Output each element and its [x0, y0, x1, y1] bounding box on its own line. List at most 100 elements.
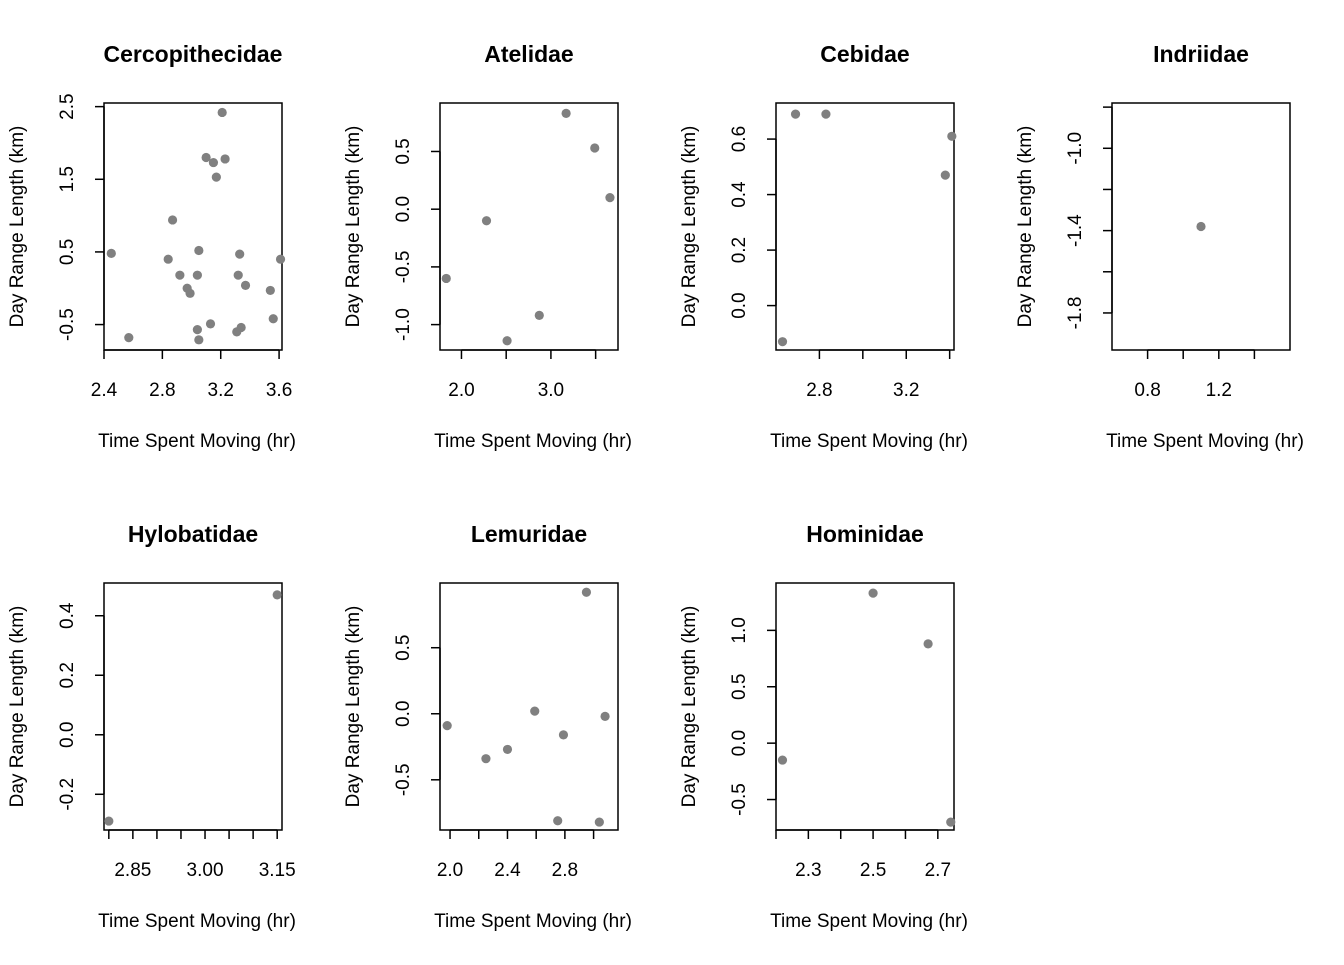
panel-1-point-8 [192, 270, 202, 280]
panel-6-plot-frame [439, 582, 619, 831]
panel-3-point-5 [947, 131, 957, 141]
panel-6-x-tick-label: 2.8 [552, 860, 578, 881]
panel-1-point-15 [211, 172, 221, 182]
panel-1-point-3 [163, 254, 173, 264]
panel-1-y-axis-label: Day Range Length (km) [7, 126, 28, 328]
panel-1-point-24 [268, 314, 278, 324]
panel-4-x-axis-label: Time Spent Moving (hr) [1106, 431, 1304, 452]
panel-1-point-9 [192, 325, 202, 335]
panel-1-y-tick-label: 1.5 [57, 166, 78, 192]
panel-7-y-axis-label: Day Range Length (km) [679, 606, 700, 808]
panel-3-point-1 [777, 337, 788, 347]
panel-4-y-axis-label: Day Range Length (km) [1015, 126, 1036, 328]
panel-3-y-tick-label: 0.6 [729, 126, 750, 152]
panel-5-point-1 [104, 816, 114, 826]
panel-2-point-5 [561, 108, 571, 118]
panel-5-y-axis-label: Day Range Length (km) [7, 606, 28, 808]
panel-7-point-2 [868, 588, 878, 598]
panel-6-y-tick-label: 0.0 [393, 701, 414, 727]
panel-3-point-3 [821, 109, 831, 119]
panel-7-plot-frame [775, 582, 955, 831]
panel-3-x-tick-label: 2.8 [806, 380, 832, 401]
panel-1-point-14 [208, 157, 219, 168]
panel-4-point-1 [1196, 221, 1206, 232]
panel-1-x-tick-label: 2.4 [91, 380, 118, 401]
panel-5-y-tick-label: -0.2 [57, 778, 78, 811]
panel-5-x-tick-label: 2.85 [114, 860, 151, 881]
panel-2-point-6 [590, 143, 600, 153]
panel-1-point-1 [106, 248, 116, 258]
panel-6-y-axis-label: Day Range Length (km) [343, 606, 364, 808]
panel-5-x-axis-label: Time Spent Moving (hr) [98, 911, 296, 932]
panel-6-point-8 [594, 817, 604, 827]
panel-3-y-tick-label: 0.0 [729, 292, 750, 318]
panel-1-point-23 [265, 285, 275, 296]
panel-6-point-2 [481, 754, 491, 764]
panel-5-y-tick-label: 0.2 [57, 662, 78, 688]
panel-6-point-4 [530, 706, 540, 716]
panel-1-y-tick-label: -0.5 [57, 308, 78, 341]
panel-7-x-tick-label: 2.7 [925, 860, 951, 881]
panel-4-x-tick-label: 0.8 [1134, 380, 1160, 401]
panel-4-x-tick-label: 1.2 [1206, 380, 1232, 401]
panel-1-point-4 [167, 215, 178, 225]
panel-6-point-1 [442, 721, 452, 731]
panel-1-point-13 [205, 319, 216, 329]
panel-1-point-2 [124, 333, 134, 343]
panel-7-y-tick-label: 0.5 [729, 674, 750, 700]
panel-1-x-tick-label: 3.2 [208, 380, 234, 401]
panel-2-y-tick-label: -1.0 [393, 308, 414, 341]
panel-6-x-tick-label: 2.4 [494, 860, 521, 881]
panel-1-y-tick-label: 0.5 [57, 239, 78, 265]
panel-6-point-6 [558, 730, 569, 740]
panel-5-y-tick-label: 0.0 [57, 722, 78, 748]
panel-2-point-2 [481, 216, 492, 226]
panel-2-point-7 [605, 193, 615, 203]
panel-1-point-21 [236, 322, 246, 333]
panel-3-point-4 [940, 170, 950, 180]
panel-2-point-3 [502, 336, 512, 346]
panel-6-y-tick-label: 0.5 [393, 635, 414, 661]
panel-5-y-tick-label: 0.4 [57, 602, 78, 629]
panel-1-x-axis-label: Time Spent Moving (hr) [98, 431, 296, 452]
panel-4: Indriidae 0.8 1.2 -1.8 -1.4 -1.0 Time Spent Mo… [1015, 41, 1304, 452]
panel-2-y-tick-label: -0.5 [393, 251, 414, 284]
panel-3-title: Cebidae [820, 41, 909, 67]
panel-7-y-tick-label: -0.5 [729, 783, 750, 816]
panel-1: Cercopithecidae 2.4 2.8 3.2 3.6 -0.5 0.5 1.5 2.5… [7, 41, 296, 452]
panel-4-y-tick-label: -1.0 [1065, 132, 1086, 165]
panel-5-x-tick-label: 3.15 [259, 860, 296, 881]
panel-2-title: Atelidae [484, 41, 573, 67]
panel-1-point-10 [194, 245, 204, 256]
panel-6-x-axis-label: Time Spent Moving (hr) [434, 911, 632, 932]
panel-6-point-7 [581, 587, 592, 597]
panel-3-x-tick-label: 3.2 [893, 380, 919, 401]
panel-1-x-tick-label: 3.6 [266, 380, 292, 401]
panel-5-x-tick-label: 3.00 [187, 860, 224, 881]
panel-5-plot-frame [103, 582, 283, 831]
panel-7-point-3 [923, 639, 933, 649]
panel-1-point-7 [185, 288, 195, 298]
panel-5: Hylobatidae 2.85 3.00 3.15 -0.2 0.0 0.2 0.4 Time… [7, 521, 296, 932]
panel-1-point-19 [233, 270, 243, 280]
panel-2: Atelidae 2.0 3.0 -1.0 -0.5 0.0 0.5 Time Spent M… [343, 41, 632, 452]
panel-2-x-axis-label: Time Spent Moving (hr) [434, 431, 632, 452]
panel-5-point-2 [272, 590, 282, 600]
panel-1-point-11 [194, 335, 204, 345]
panel-1-point-20 [235, 249, 245, 259]
panel-1-point-22 [240, 280, 251, 290]
panel-7-y-tick-label: 1.0 [729, 617, 750, 643]
panel-3-plot-frame [775, 102, 955, 351]
panel-3-y-axis-label: Day Range Length (km) [679, 126, 700, 328]
panel-1-y-tick-label: 2.5 [57, 93, 78, 119]
panel-4-title: Indriidae [1153, 41, 1249, 67]
panel-1-point-25 [275, 254, 286, 264]
panel-2-y-tick-label: 0.0 [393, 196, 414, 222]
panel-1-point-5 [175, 270, 185, 280]
panel-6: Lemuridae 2.0 2.4 2.8 -0.5 0.0 0.5 Time Spent M… [343, 521, 632, 932]
panel-2-y-axis-label: Day Range Length (km) [343, 126, 364, 328]
panel-3: Cebidae 2.8 3.2 0.0 0.2 0.4 0.6 Time Spent Movi… [679, 41, 968, 452]
panel-1-title: Cercopithecidae [104, 41, 283, 67]
